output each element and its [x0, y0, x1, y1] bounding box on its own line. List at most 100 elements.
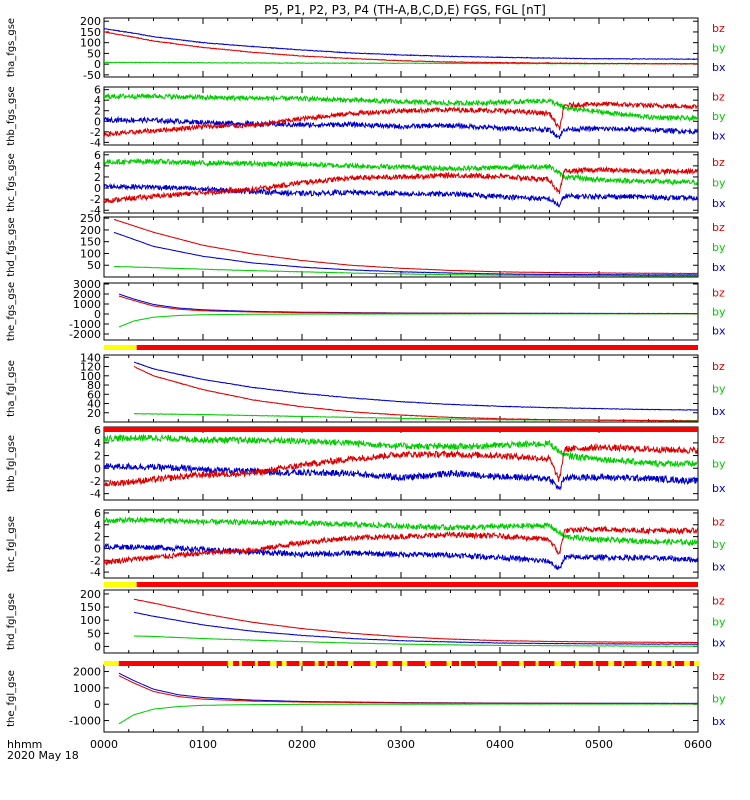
legend-bz: bz [712, 221, 725, 234]
series-by-line [113, 265, 698, 277]
series-bz-line [104, 442, 698, 487]
legend-bz: bz [712, 22, 725, 35]
date-label: 2020 May 18 [7, 749, 79, 762]
y-tick-label: 6 [94, 424, 101, 437]
y-axis-label: thb_fgl_gse [6, 435, 17, 492]
legend-bx: bx [712, 637, 726, 650]
y-tick-label: 140 [80, 351, 101, 364]
y-tick-label: 0 [94, 462, 101, 475]
mode-bar-segment [535, 661, 539, 666]
y-tick-label: 120 [80, 361, 101, 374]
x-tick-label: 0200 [288, 738, 316, 751]
y-tick-label: 100 [80, 247, 101, 260]
mode-bar-segment [651, 661, 657, 666]
mode-bar-segment [104, 582, 137, 587]
y-tick-label: -4 [90, 204, 101, 217]
series-bz-line [133, 598, 698, 644]
y-tick-label: 4 [94, 519, 101, 532]
y-tick-label: 0 [94, 308, 101, 321]
series-by-line [118, 703, 698, 725]
legend-bx: bx [712, 561, 726, 574]
series-group [118, 672, 698, 725]
y-tick-label: 6 [94, 507, 101, 520]
mode-bar-segment [118, 661, 699, 666]
mode-bar [104, 661, 700, 666]
x-tick-label: 0300 [387, 738, 415, 751]
legend-by: by [712, 177, 726, 190]
y-axis-label: the_fgs_gse [6, 282, 17, 341]
series-bx-line [104, 182, 698, 208]
y-tick-label: 3000 [73, 278, 101, 291]
y-tick-label: -50 [83, 69, 101, 82]
mode-bar-segment [254, 661, 258, 666]
y-tick-label: 1000 [73, 298, 101, 311]
mode-bar-segment [136, 345, 699, 350]
series-bz-line [114, 219, 698, 275]
mode-bar-segment [370, 661, 377, 666]
mode-bar [104, 582, 699, 587]
series-group [104, 28, 698, 65]
legend-bz: bz [712, 91, 725, 104]
y-tick-label: -2 [90, 475, 101, 488]
mode-bar-segment [227, 661, 234, 666]
y-tick-label: -4 [90, 566, 101, 579]
y-tick-label: -1000 [69, 318, 101, 331]
chart-title: P5, P1, P2, P3, P4 (TH-A,B,C,D,E) FGS, F… [264, 3, 546, 17]
y-tick-label: 0 [94, 698, 101, 711]
mode-bar-segment [348, 661, 354, 666]
x-tick-label: 0000 [90, 738, 118, 751]
mode-bar-segment [519, 661, 524, 666]
legend-bz: bz [712, 595, 725, 608]
series-by-line [104, 516, 698, 547]
legend-bx: bx [712, 261, 726, 274]
y-axis-label: tha_fgl_gse [6, 360, 17, 417]
y-tick-label: 0 [94, 640, 101, 653]
series-bz-line [104, 165, 698, 204]
series-group [104, 92, 698, 140]
y-tick-label: 40 [87, 398, 101, 411]
x-tick-label: 0500 [585, 738, 613, 751]
mode-bar-segment [592, 661, 596, 666]
y-tick-label: 6 [94, 84, 101, 97]
mode-bar-segment [608, 661, 615, 666]
mode-bars [104, 345, 700, 666]
legend-bx: bx [712, 325, 726, 338]
y-tick-label: -2 [90, 554, 101, 567]
mode-bar-segment [239, 661, 242, 666]
legend-by: by [712, 306, 726, 319]
y-axis-label: thc_fgl_gse [6, 516, 17, 572]
series-bz-line [104, 31, 698, 65]
y-tick-label: -4 [90, 136, 101, 149]
series-bz-line [104, 524, 698, 567]
y-tick-label: -2000 [69, 328, 101, 341]
y-tick-label: 2 [94, 450, 101, 463]
legend-by: by [712, 616, 726, 629]
series-group [113, 219, 698, 277]
mode-bar-segment [104, 427, 698, 432]
legend-bz: bz [712, 433, 725, 446]
series-bx-line [133, 611, 698, 645]
y-tick-label: 100 [80, 37, 101, 50]
y-tick-label: 100 [80, 614, 101, 627]
mode-bar-segment [458, 661, 461, 666]
mode-bar-segment [270, 661, 277, 666]
series-by-line [104, 433, 698, 469]
mode-bar-segment [621, 661, 625, 666]
series-group [133, 598, 698, 647]
y-tick-label: 4 [94, 94, 101, 107]
y-tick-label: 150 [80, 26, 101, 39]
legend-bx: bx [712, 405, 726, 418]
legend-bx: bx [712, 61, 726, 74]
series-bx-line [113, 231, 698, 276]
mode-bar-segment [575, 661, 579, 666]
x-tick-label: 0400 [486, 738, 514, 751]
mode-bar-segment [636, 661, 642, 666]
mode-bar [104, 345, 699, 350]
y-axis-label: thb_fgs_gse [6, 86, 17, 145]
